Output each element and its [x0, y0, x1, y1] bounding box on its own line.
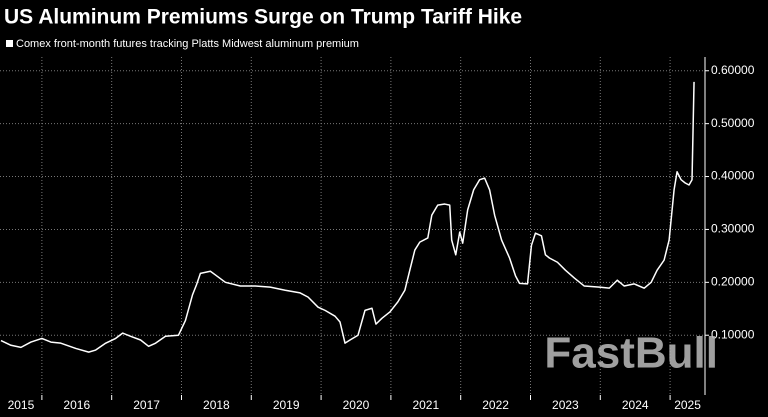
y-tick-label: 0.30000	[711, 222, 755, 236]
x-tick-label: 2021	[412, 398, 439, 412]
x-tick-label: 2020	[343, 398, 370, 412]
y-tick-label: 0.50000	[711, 116, 755, 130]
x-tick-label: 2024	[622, 398, 649, 412]
x-tick-label: 2018	[203, 398, 230, 412]
y-tick-label: 0.10000	[711, 327, 755, 341]
y-tick-label: 0.60000	[711, 63, 755, 77]
legend-label: Comex front-month futures tracking Platt…	[16, 38, 359, 50]
watermark: FastBull	[544, 329, 718, 378]
chart-title: US Aluminum Premiums Surge on Trump Tari…	[4, 6, 522, 29]
legend-swatch	[6, 40, 13, 47]
y-tick-label: 0.40000	[711, 169, 755, 183]
plot-area: 0.10000 0.20000 0.30000 0.40000 0.50000 0.600…	[0, 57, 755, 412]
x-tick-label: 2019	[273, 398, 300, 412]
data-line	[0, 81, 695, 353]
y-tick-label: 0.20000	[711, 275, 755, 289]
x-tick-label: 2025	[674, 398, 701, 412]
x-tick-label: 2015	[8, 398, 35, 412]
x-tick-label: 2022	[482, 398, 509, 412]
x-tick-label: 2023	[552, 398, 579, 412]
x-tick-label: 2016	[63, 398, 90, 412]
x-tick-label: 2017	[133, 398, 160, 412]
